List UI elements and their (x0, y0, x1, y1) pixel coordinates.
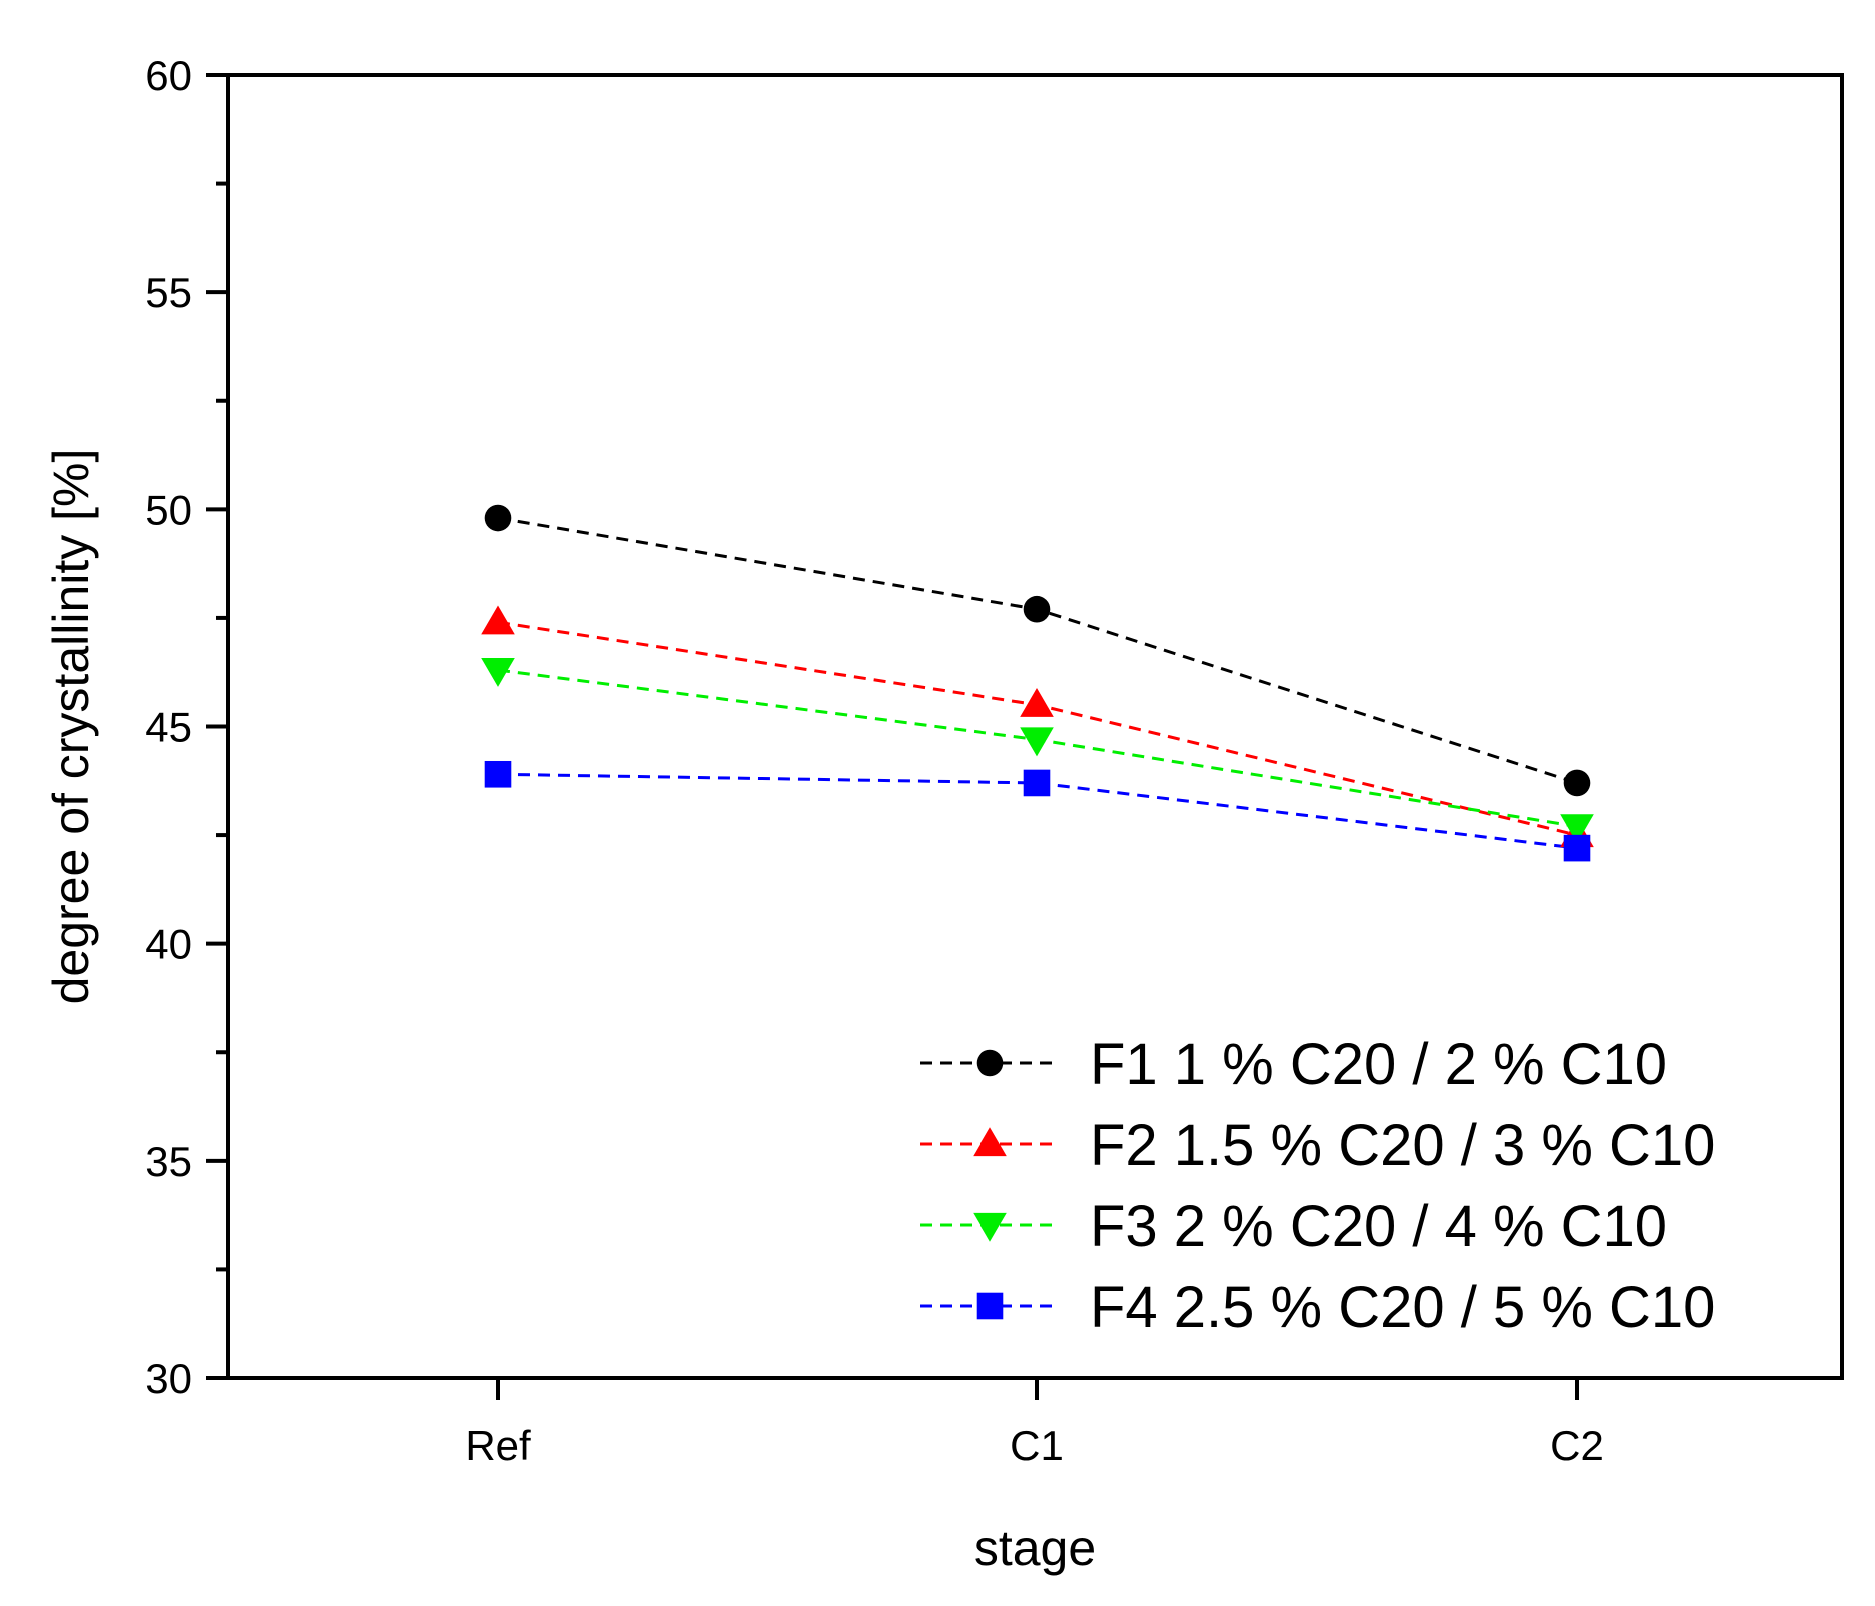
y-axis-ticks: 30 35 40 45 50 55 60 (145, 52, 228, 1402)
series-3-point (1020, 727, 1054, 757)
legend: F1 1 % C20 / 2 % C10 F2 1.5 % C20 / 3 % C… (920, 1032, 1715, 1340)
y-tick-label: 60 (145, 52, 192, 99)
series-2-point (1020, 687, 1054, 717)
legend-item-4: F4 2.5 % C20 / 5 % C10 (920, 1275, 1715, 1340)
y-tick-label: 45 (145, 704, 192, 751)
series-4-markers (484, 760, 1591, 862)
y-tick-label: 35 (145, 1138, 192, 1185)
series-4 (497, 772, 1578, 850)
legend-label: F3 2 % C20 / 4 % C10 (1090, 1194, 1667, 1259)
series-2-markers (481, 605, 1594, 848)
series-2-point (481, 605, 515, 635)
legend-marker (976, 1292, 1004, 1320)
legend-item-2: F2 1.5 % C20 / 3 % C10 (920, 1113, 1715, 1178)
legend-marker (973, 1127, 1007, 1157)
legend-label: F4 2.5 % C20 / 5 % C10 (1090, 1275, 1715, 1340)
legend-item-1: F1 1 % C20 / 2 % C10 (920, 1032, 1667, 1097)
x-tick-label: Ref (465, 1422, 531, 1469)
series-1-point (1563, 769, 1591, 797)
x-tick-label: C2 (1550, 1422, 1604, 1469)
series-layer (481, 504, 1594, 862)
x-tick-label: C1 (1010, 1422, 1064, 1469)
y-tick-label: 55 (145, 269, 192, 316)
series-4-point (484, 760, 512, 788)
legend-label: F2 1.5 % C20 / 3 % C10 (1090, 1113, 1715, 1178)
legend-label: F1 1 % C20 / 2 % C10 (1090, 1032, 1667, 1097)
x-axis-title: stage (974, 1520, 1096, 1576)
series-3-markers (481, 657, 1594, 844)
y-axis-title: degree of crystallinity [%] (43, 449, 99, 1005)
series-1-markers (484, 504, 1591, 797)
legend-item-3: F3 2 % C20 / 4 % C10 (920, 1194, 1667, 1259)
series-4-point (1563, 834, 1591, 862)
legend-marker (973, 1212, 1007, 1242)
series-4-line (497, 772, 1578, 850)
y-tick-label: 30 (145, 1355, 192, 1402)
series-3-point (1560, 814, 1594, 844)
y-tick-label: 40 (145, 921, 192, 968)
plot-area-frame (226, 73, 1844, 1380)
x-axis-ticks: Ref C1 C2 (465, 1378, 1604, 1469)
series-1-point (1023, 595, 1051, 623)
series-4-point (1023, 769, 1051, 797)
series-1-point (484, 504, 512, 532)
y-tick-label: 50 (145, 486, 192, 533)
series-3-point (481, 657, 515, 687)
legend-marker (976, 1049, 1004, 1077)
